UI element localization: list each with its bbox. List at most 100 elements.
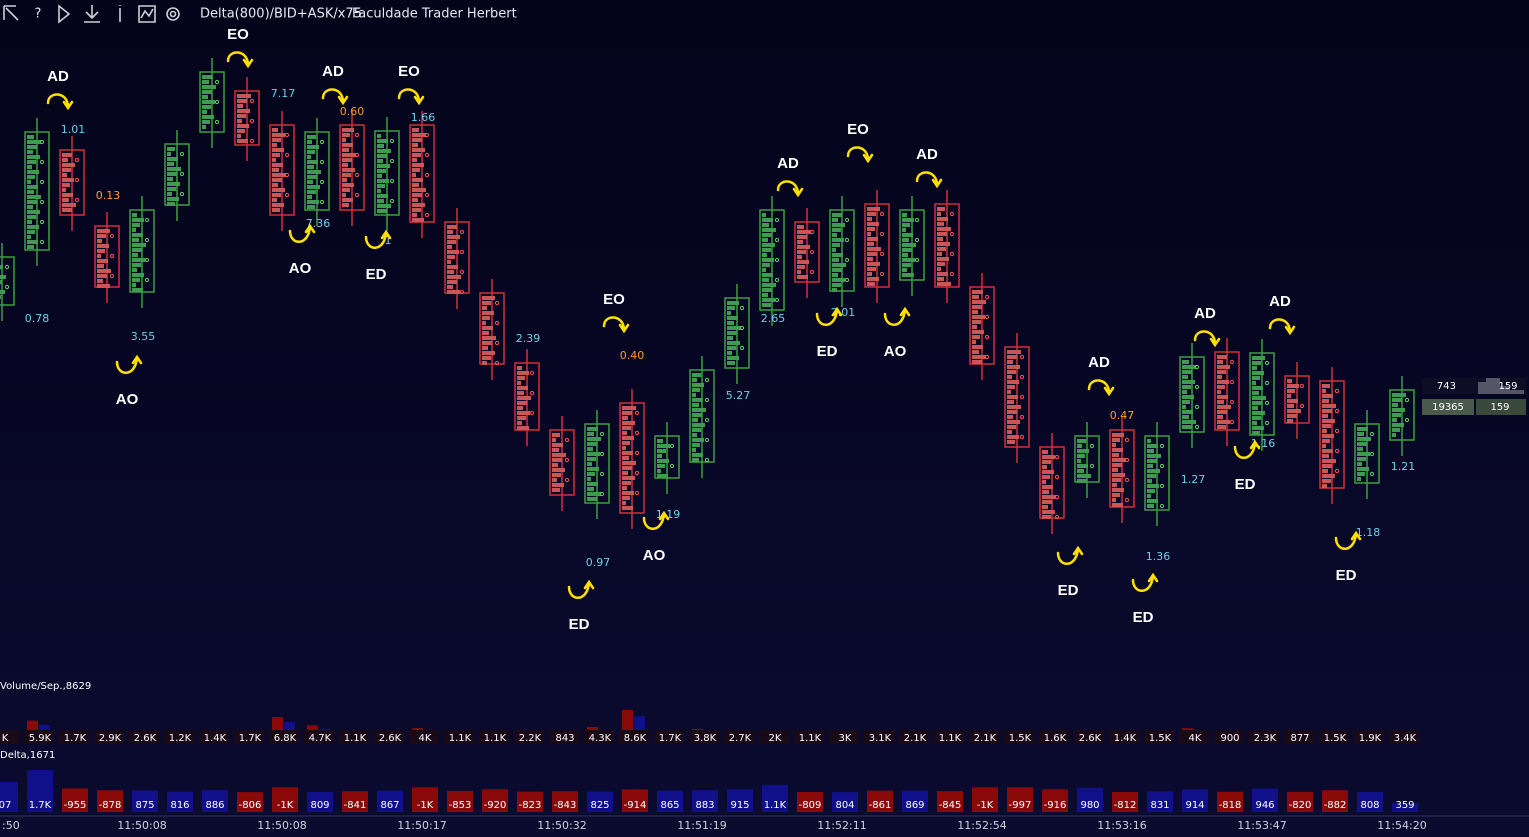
footprint-bar [1147, 454, 1161, 458]
tool-play[interactable] [58, 4, 71, 24]
footprint-bar [447, 250, 459, 254]
footprint-bar [762, 298, 775, 302]
footprint-bar [1147, 464, 1153, 468]
footprint-dot [179, 151, 185, 157]
footprint-bar [867, 212, 876, 216]
footprint-dot [949, 251, 955, 257]
delta-bar [727, 789, 753, 812]
volume-label-box [549, 730, 579, 744]
side-volume: 743 [1437, 381, 1456, 392]
footprint-bar [727, 331, 737, 335]
footprint-bar [762, 233, 772, 237]
delta-label: 804 [835, 800, 854, 811]
volume-label: 1.7K [64, 733, 87, 744]
annotation: AD [1269, 293, 1291, 310]
delta-bar [167, 791, 193, 812]
footprint-bar [342, 168, 355, 172]
footprint-bar [27, 185, 38, 189]
footprint-bar [1007, 430, 1012, 434]
footprint-bar [1322, 419, 1335, 423]
footprint-bar [342, 163, 348, 167]
footprint-bar [342, 203, 349, 207]
volume-label-box [1284, 730, 1314, 744]
footprint-bar [97, 259, 108, 263]
footprint-bar [1252, 421, 1257, 425]
footprint-bar [1042, 455, 1055, 459]
chart-subtitle: Faculdade Trader Herbert [352, 7, 517, 22]
volume-label-box [794, 730, 824, 744]
footprint-bar [482, 331, 489, 335]
footprint-bar [412, 173, 416, 177]
delta-label: -845 [939, 800, 962, 811]
footprint-bar [62, 183, 70, 187]
footprint-bar [552, 448, 559, 452]
annotation-arrow [397, 88, 425, 106]
volume-label-box [584, 730, 614, 744]
footprint-dot [739, 305, 745, 311]
footprint-bar [1007, 370, 1016, 374]
footprint-bar [377, 144, 384, 148]
footprint-bar [202, 80, 209, 84]
volume-label: 1.1K [484, 733, 507, 744]
footprint-bar [272, 168, 279, 172]
footprint-bar [552, 488, 560, 492]
footprint-dot [1334, 408, 1340, 414]
footprint-bar [762, 243, 775, 247]
side-count-box [1476, 399, 1526, 415]
delta-bar [762, 784, 788, 812]
footprint-dot [179, 191, 185, 197]
footprint-dot [144, 277, 150, 283]
footprint-bar [62, 208, 72, 212]
footprint-bar [1182, 420, 1196, 424]
tool-cursor[interactable] [3, 5, 19, 21]
footprint-dot [284, 152, 290, 158]
footprint-bar [202, 105, 211, 109]
footprint-bar [97, 269, 111, 273]
footprint-dot [319, 199, 325, 205]
footprint-bar [727, 346, 736, 350]
price-label: 5.27 [726, 389, 751, 402]
footprint-dot [1264, 380, 1270, 386]
tool-download[interactable] [84, 5, 100, 23]
footprint-bar [517, 381, 521, 385]
footprint-bar [62, 198, 69, 202]
footprint-bar [1182, 410, 1193, 414]
tool-help[interactable]: ? [35, 7, 42, 22]
footprint-dot [529, 390, 535, 396]
footprint-bar [1217, 390, 1221, 394]
footprint-bar [937, 277, 944, 281]
price-label: 3.55 [131, 330, 156, 343]
price-label: 1 [385, 234, 392, 247]
footprint-bar [517, 376, 525, 380]
delta-label: 883 [695, 800, 714, 811]
footprint-dot [1159, 503, 1165, 509]
footprint-bar [622, 506, 633, 510]
candle-body [724, 297, 750, 369]
footprint-bar [97, 279, 103, 283]
delta-bar [1077, 787, 1103, 812]
footprint-bar [412, 133, 426, 137]
footprint-bar [692, 458, 699, 462]
footprint-bar [482, 306, 487, 310]
footprint-bar [622, 411, 632, 415]
footprint-bar [132, 213, 137, 217]
chart-title: Delta(800)/BID+ASK/x75 [200, 7, 362, 22]
footprint-dot [249, 138, 255, 144]
delta-bar [622, 789, 648, 812]
delta-label: 869 [905, 800, 924, 811]
footprint-bar [1392, 433, 1396, 437]
annotation-arrow [602, 316, 630, 334]
tool-settings[interactable] [166, 7, 180, 21]
footprint-bar [552, 468, 565, 472]
footprint-bar [1147, 444, 1158, 448]
footprint-bar [1322, 389, 1326, 393]
footprint-bar [377, 169, 386, 173]
footprint-bar [972, 310, 978, 314]
footprint-bar [1252, 431, 1260, 435]
footprint-bar [307, 150, 315, 154]
tool-chart[interactable] [138, 5, 156, 23]
footprint-bar [1392, 403, 1398, 407]
footprint-bar [482, 301, 491, 305]
footprint-bar [937, 267, 941, 271]
footprint-bar [1252, 376, 1260, 380]
